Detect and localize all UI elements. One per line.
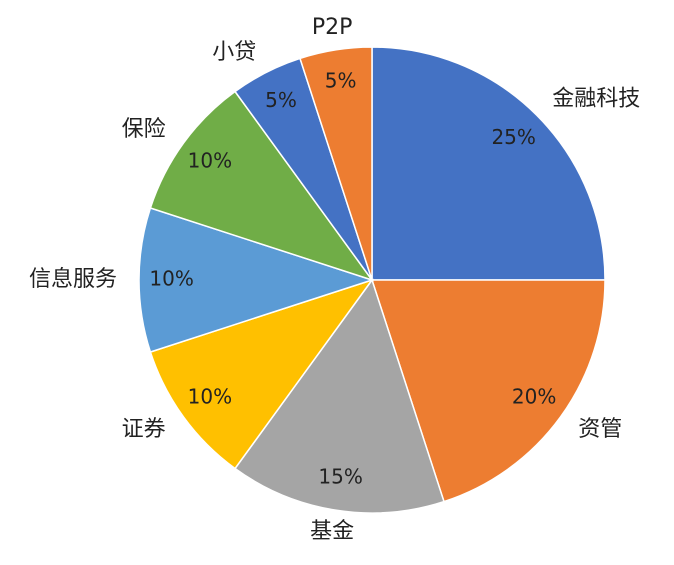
pie-slice: [149, 278, 374, 470]
value-label: 15%: [318, 464, 362, 488]
category-label: 信息服务: [29, 267, 117, 292]
category-label: 保险: [122, 117, 166, 142]
pie-slice: [233, 278, 445, 514]
pie-slice: [149, 90, 374, 282]
category-label: 小贷: [212, 40, 256, 65]
value-label: 10%: [188, 149, 232, 173]
category-label: P2P: [312, 15, 353, 40]
value-label: 5%: [265, 88, 297, 112]
category-label: 证券: [122, 417, 166, 442]
pie-slice: [138, 207, 375, 353]
category-label: 基金: [310, 519, 354, 544]
category-label: 金融科技: [552, 87, 640, 112]
pie-slice: [371, 46, 606, 281]
category-label: 资管: [578, 417, 622, 442]
value-label: 20%: [512, 384, 556, 408]
value-label: 5%: [325, 69, 357, 93]
value-label: 10%: [149, 267, 193, 291]
pie-slice: [370, 279, 606, 503]
value-label: 25%: [491, 125, 535, 149]
pie-slice: [299, 46, 373, 281]
value-label: 10%: [188, 384, 232, 408]
